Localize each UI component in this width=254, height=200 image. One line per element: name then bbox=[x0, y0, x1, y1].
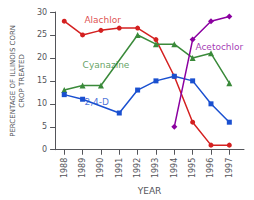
svg-text:1988: 1988 bbox=[60, 158, 69, 178]
svg-text:5: 5 bbox=[42, 122, 47, 131]
svg-text:Alachlor: Alachlor bbox=[84, 15, 121, 25]
svg-text:2,4-D: 2,4-D bbox=[84, 97, 109, 107]
svg-text:1990: 1990 bbox=[96, 158, 105, 178]
svg-text:1996: 1996 bbox=[206, 158, 215, 178]
svg-text:CROP TREATED: CROP TREATED bbox=[18, 54, 26, 108]
svg-text:0: 0 bbox=[42, 145, 47, 154]
svg-text:1989: 1989 bbox=[78, 158, 87, 178]
svg-text:PERCENTAGE OF ILLINOIS CORN: PERCENTAGE OF ILLINOIS CORN bbox=[9, 25, 17, 137]
svg-text:1997: 1997 bbox=[225, 158, 234, 178]
svg-text:Acetochlor: Acetochlor bbox=[195, 42, 243, 52]
svg-text:1991: 1991 bbox=[115, 158, 124, 178]
svg-text:1993: 1993 bbox=[151, 158, 160, 178]
svg-text:20: 20 bbox=[37, 53, 47, 62]
svg-text:Cyanazine: Cyanazine bbox=[83, 60, 130, 70]
svg-text:1994: 1994 bbox=[170, 158, 179, 178]
svg-text:1992: 1992 bbox=[133, 158, 142, 178]
svg-text:YEAR: YEAR bbox=[137, 186, 162, 196]
svg-text:15: 15 bbox=[37, 76, 47, 85]
svg-text:1995: 1995 bbox=[188, 158, 197, 178]
svg-text:10: 10 bbox=[37, 99, 47, 108]
svg-text:25: 25 bbox=[37, 30, 47, 39]
svg-text:30: 30 bbox=[37, 8, 47, 17]
